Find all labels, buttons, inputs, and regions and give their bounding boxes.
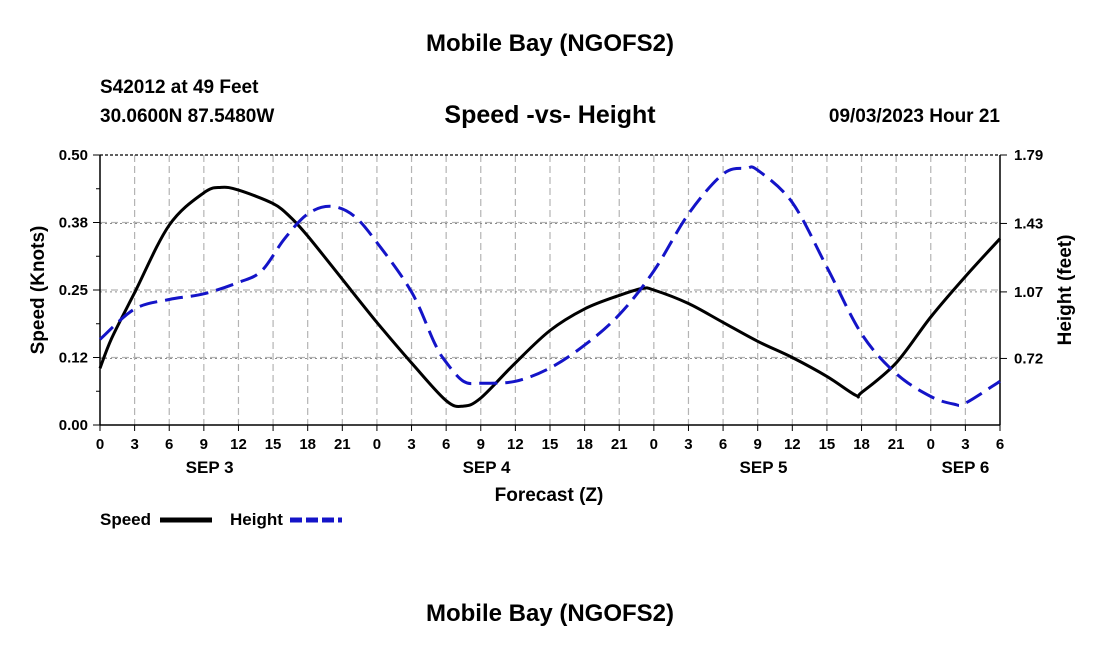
right-tick-label: 0.72	[1014, 350, 1043, 367]
x-tick-label: 3	[961, 436, 969, 453]
chart-legend: Speed Height	[100, 510, 342, 529]
right-tick-label: 1.43	[1014, 215, 1043, 232]
x-axis-ticks: 0 3 6 9 12 15 18 21 0 3 6 9 12 15 18 21 0 3 6 9 12 15 18 21 0 3 6S…	[96, 425, 1004, 477]
legend-label-speed: Speed	[100, 510, 151, 529]
x-tick-label: 6	[442, 436, 450, 453]
x-tick-label: 9	[477, 436, 485, 453]
x-tick-label: 21	[888, 436, 905, 453]
x-tick-label: 12	[784, 436, 801, 453]
x-tick-label: 6	[996, 436, 1004, 453]
x-tick-label: 12	[507, 436, 524, 453]
x-tick-label: 12	[230, 436, 247, 453]
chart-title: Mobile Bay (NGOFS2)	[425, 30, 675, 57]
forecast-run-time: 09/03/2023 Hour 21	[828, 106, 1000, 127]
left-tick-label: 0.38	[59, 215, 88, 232]
x-tick-label: 18	[299, 436, 316, 453]
x-tick-label: 3	[684, 436, 692, 453]
grid-lines	[100, 155, 1000, 425]
x-tick-label: 6	[165, 436, 173, 453]
right-axis-ticks: 0.72 1.07 1.43 1.79	[1000, 147, 1043, 367]
series-line-height	[99, 165, 1001, 407]
left-tick-label: 0.25	[59, 282, 88, 299]
day-label: SEP 3	[186, 458, 234, 477]
x-axis-label: Forecast (Z)	[495, 485, 604, 506]
right-axis-label: Height (feet)	[1055, 235, 1076, 346]
series-line-speed	[98, 185, 1002, 409]
chart-subtitle: Speed -vs- Height	[444, 101, 656, 129]
x-tick-label: 18	[576, 436, 593, 453]
x-tick-label: 9	[754, 436, 762, 453]
left-tick-label: 0.12	[59, 350, 88, 367]
x-tick-label: 15	[265, 436, 282, 453]
day-label: SEP 4	[463, 458, 511, 477]
day-label: SEP 5	[740, 458, 788, 477]
x-tick-label: 0	[927, 436, 935, 453]
x-tick-label: 3	[407, 436, 415, 453]
x-tick-label: 9	[200, 436, 208, 453]
x-tick-label: 6	[719, 436, 727, 453]
station-coordinates: 30.0600N 87.5480W	[100, 106, 275, 127]
x-tick-label: 15	[819, 436, 836, 453]
x-tick-label: 0	[650, 436, 658, 453]
left-axis-ticks: 0.00 0.12 0.25 0.38 0.50	[59, 147, 100, 434]
left-axis-label: Speed (Knots)	[28, 226, 49, 355]
x-tick-label: 21	[611, 436, 628, 453]
x-tick-label: 0	[96, 436, 104, 453]
data-series	[98, 165, 1002, 409]
x-tick-label: 21	[334, 436, 351, 453]
station-label: S42012 at 49 Feet	[100, 77, 259, 98]
legend-label-height: Height	[230, 510, 283, 529]
x-tick-label: 0	[373, 436, 381, 453]
x-tick-label: 18	[853, 436, 870, 453]
day-label: SEP 6	[941, 458, 989, 477]
right-tick-label: 1.79	[1014, 147, 1043, 164]
x-tick-label: 15	[542, 436, 559, 453]
right-tick-label: 1.07	[1014, 284, 1043, 301]
footer-title: Mobile Bay (NGOFS2)	[425, 600, 675, 627]
x-tick-label: 3	[130, 436, 138, 453]
left-tick-label: 0.50	[59, 147, 88, 164]
left-tick-label: 0.00	[59, 417, 88, 434]
